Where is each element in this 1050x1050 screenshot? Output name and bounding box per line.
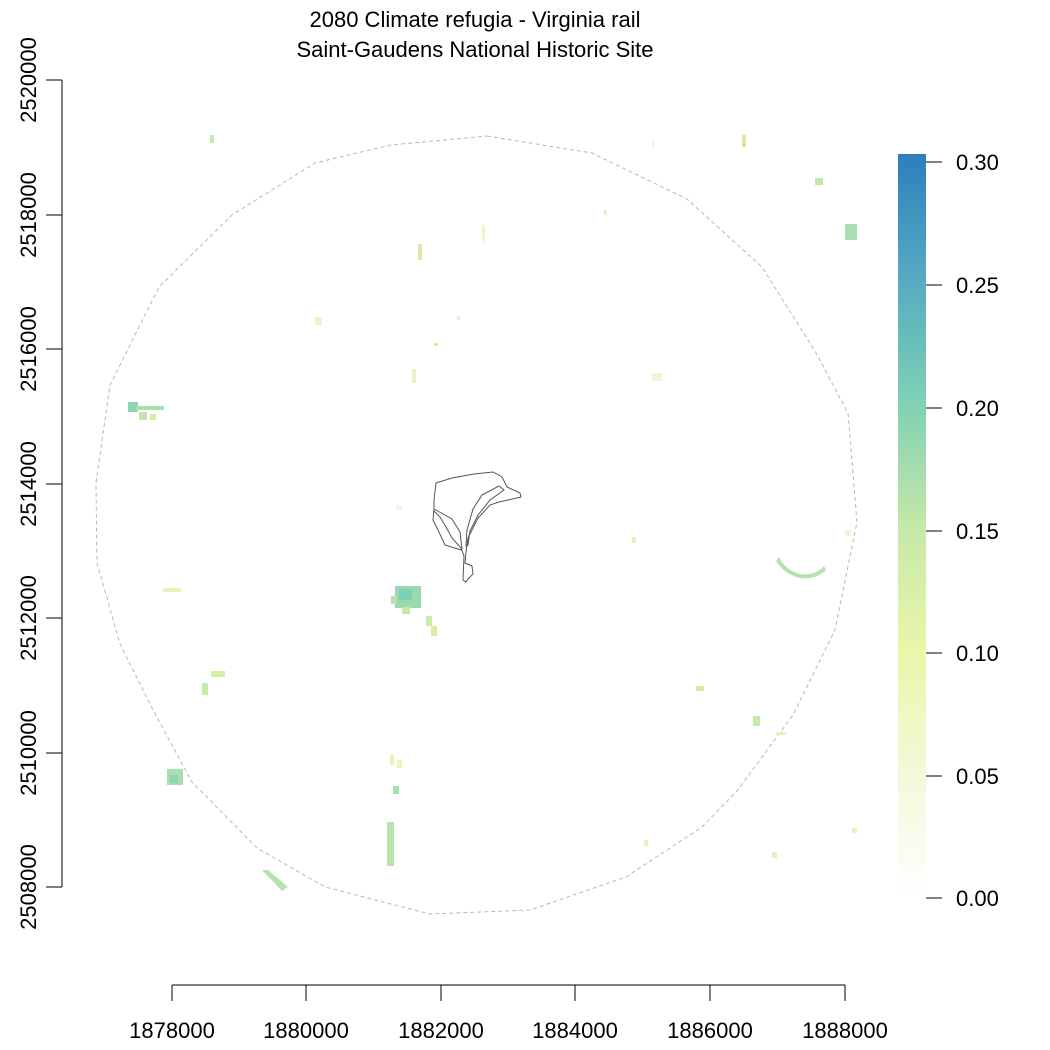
x-tick-label: 1884000 bbox=[532, 1018, 618, 1043]
legend-label: 0.15 bbox=[956, 519, 999, 544]
refugia-patch bbox=[652, 141, 655, 147]
refugia-patch bbox=[431, 626, 437, 636]
refugia-patch bbox=[211, 671, 225, 677]
refugia-patch bbox=[845, 530, 851, 536]
refugia-patch bbox=[434, 343, 438, 346]
legend-colorbar: 0.30 0.25 0.20 0.15 0.10 0.05 0.00 bbox=[898, 150, 999, 911]
refugia-patch bbox=[262, 870, 288, 891]
refugia-patch bbox=[391, 596, 397, 604]
y-tick-label: 2510000 bbox=[16, 710, 41, 796]
refugia-patch bbox=[815, 178, 823, 185]
legend-label: 0.00 bbox=[956, 886, 999, 911]
x-tick-label: 1888000 bbox=[802, 1018, 888, 1043]
refugia-patch bbox=[393, 786, 399, 794]
x-tick-label: 1878000 bbox=[129, 1018, 215, 1043]
legend-label: 0.20 bbox=[956, 396, 999, 421]
refugia-patch bbox=[139, 412, 147, 420]
y-tick-label: 2514000 bbox=[16, 441, 41, 527]
refugia-patch bbox=[776, 557, 826, 579]
refugia-patch bbox=[396, 505, 402, 510]
colorbar-gradient bbox=[898, 154, 926, 898]
y-tick-label: 2512000 bbox=[16, 575, 41, 661]
refugia-patch bbox=[644, 840, 648, 846]
x-tick-label: 1882000 bbox=[398, 1018, 484, 1043]
refugia-patch bbox=[845, 224, 857, 240]
y-tick-label: 2516000 bbox=[16, 306, 41, 392]
refugia-patch bbox=[315, 317, 322, 325]
refugia-patch bbox=[772, 852, 777, 858]
buffer-boundary bbox=[95, 135, 858, 915]
refugia-patch bbox=[742, 135, 746, 147]
refugia-patch bbox=[632, 537, 636, 543]
legend-label: 0.05 bbox=[956, 764, 999, 789]
refugia-patch bbox=[482, 225, 485, 243]
y-tick-label: 2518000 bbox=[16, 172, 41, 258]
refugia-patch bbox=[696, 686, 704, 691]
refugia-patch bbox=[210, 135, 214, 143]
map-title: 2080 Climate refugia - Virginia rail bbox=[310, 7, 641, 32]
refugia-patch bbox=[776, 732, 786, 735]
refugia-patch bbox=[852, 828, 857, 833]
refugia-patch bbox=[163, 588, 181, 592]
park-boundary bbox=[432, 471, 522, 583]
legend-label: 0.30 bbox=[956, 150, 999, 175]
refugia-patch bbox=[418, 244, 422, 260]
x-axis: 1878000 1880000 1882000 1884000 1886000 … bbox=[129, 984, 888, 1043]
refugia-patch bbox=[426, 616, 432, 626]
y-tick-label: 2508000 bbox=[16, 844, 41, 930]
refugia-patch bbox=[390, 755, 394, 765]
x-tick-label: 1880000 bbox=[263, 1018, 349, 1043]
refugia-patch bbox=[457, 316, 460, 320]
refugia-patches bbox=[128, 135, 857, 891]
refugia-patch bbox=[402, 607, 410, 614]
refugia-patch bbox=[202, 683, 208, 695]
legend-label: 0.25 bbox=[956, 273, 999, 298]
refugia-patch bbox=[170, 775, 178, 783]
x-tick-label: 1886000 bbox=[667, 1018, 753, 1043]
refugia-patch bbox=[136, 406, 164, 410]
legend-label: 0.10 bbox=[956, 641, 999, 666]
y-tick-label: 2520000 bbox=[16, 37, 41, 123]
refugia-patch bbox=[652, 373, 662, 381]
map-subtitle: Saint-Gaudens National Historic Site bbox=[296, 37, 653, 62]
refugia-patch bbox=[397, 760, 402, 768]
refugia-patch bbox=[412, 369, 416, 383]
refugia-patch bbox=[387, 822, 394, 866]
y-axis: 2520000 2518000 2516000 2514000 2512000 … bbox=[16, 37, 63, 930]
refugia-patch bbox=[150, 414, 156, 420]
refugia-patch bbox=[399, 589, 412, 600]
refugia-patch bbox=[128, 402, 138, 412]
refugia-patch bbox=[753, 716, 760, 726]
refugia-patch bbox=[604, 210, 607, 215]
